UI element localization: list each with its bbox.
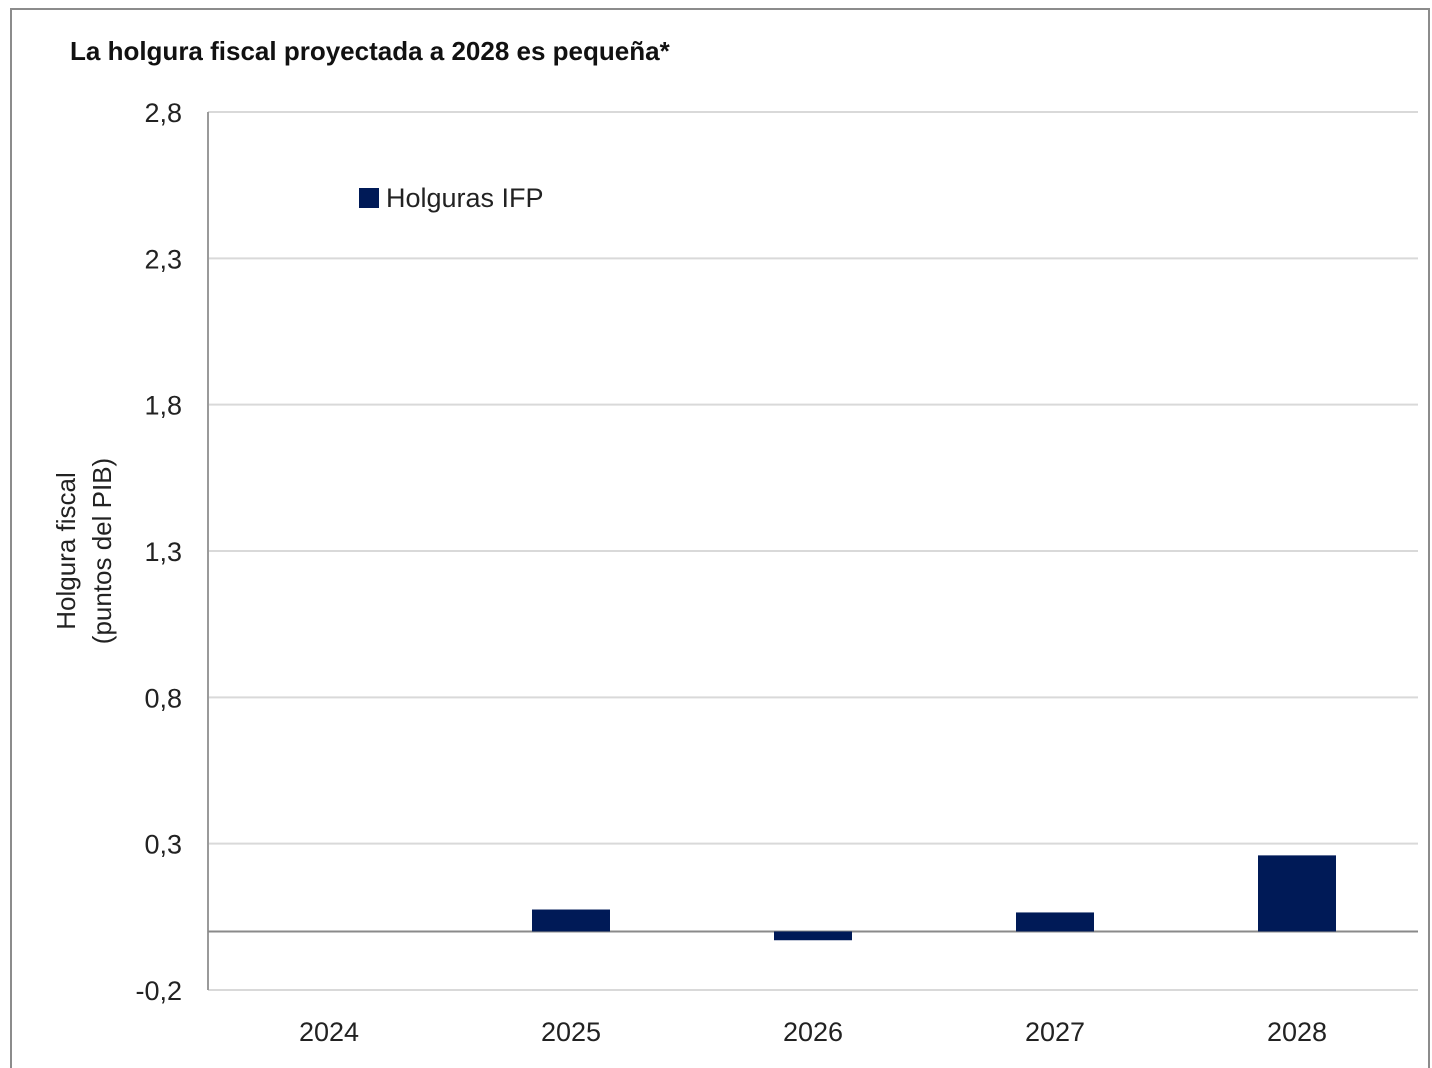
x-tick-label: 2027 [1025, 1017, 1085, 1047]
y-tick-label: 2,8 [144, 98, 182, 128]
y-tick-label: 2,3 [144, 244, 182, 274]
legend: Holguras IFP [359, 183, 544, 213]
bars [532, 855, 1336, 941]
bar-2026 [774, 931, 852, 941]
y-tick-label: 0,3 [144, 830, 182, 860]
chart-frame [10, 8, 1430, 1068]
x-tick-label: 2025 [541, 1017, 601, 1047]
x-tick-labels: 2024 2025 2026 2027 2028 [299, 1017, 1327, 1047]
x-tick-label: 2024 [299, 1017, 359, 1047]
y-tick-label: 1,3 [144, 537, 182, 567]
legend-label: Holguras IFP [386, 183, 544, 213]
x-tick-label: 2026 [783, 1017, 843, 1047]
y-tick-label: 1,8 [144, 391, 182, 421]
grid-lines [208, 111, 1418, 991]
y-axis-title-line-1: Holgura fiscal [51, 472, 81, 630]
bar-2025 [532, 909, 610, 932]
bar-2027 [1016, 912, 1094, 932]
y-tick-labels: 2,8 2,3 1,8 1,3 0,8 0,3 -0,2 [135, 98, 182, 1006]
x-tick-label: 2028 [1267, 1017, 1327, 1047]
y-axis-title: Holgura fiscal (puntos del PIB) [51, 458, 117, 644]
y-axis-title-line-2: (puntos del PIB) [87, 458, 117, 644]
y-tick-label: 0,8 [144, 683, 182, 713]
bar-2028 [1258, 855, 1336, 932]
chart-title: La holgura fiscal proyectada a 2028 es p… [70, 36, 670, 66]
legend-swatch [359, 188, 379, 208]
y-tick-label: -0,2 [135, 976, 182, 1006]
